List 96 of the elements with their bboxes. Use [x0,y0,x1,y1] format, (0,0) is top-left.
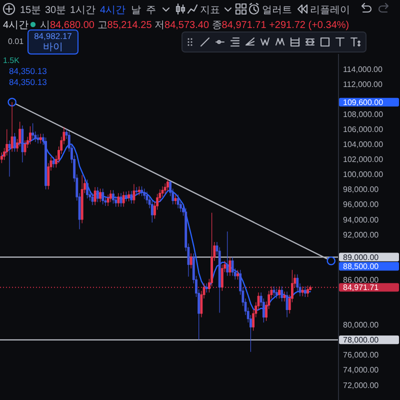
candlestick [106,194,110,206]
text: 15분 [20,5,42,16]
y-tick-label: 80,000.00 [343,320,380,330]
candlestick [161,186,164,198]
candlestick [0,152,3,164]
candlestick [128,190,130,202]
candlestick [286,291,288,318]
text: 바이 [43,42,63,53]
candlestick [130,190,133,204]
y-tick-label: 98,000.00 [343,185,380,194]
candlestick [13,132,16,152]
candlestick [99,188,102,202]
text: 리플레이 [310,5,350,16]
chart-title: 4시간 [3,20,29,31]
candlestick [132,184,136,204]
candlestick [91,192,94,206]
candlestick [176,194,180,208]
candlestick [280,286,284,302]
candlestick [231,256,234,276]
candlestick [143,188,146,200]
y-tick-label: 102,000.00 [343,155,384,164]
candlestick [122,191,125,207]
y-tick-label: 114,000.00 [343,64,383,74]
y-tick-label: 112,000.00 [343,80,383,89]
y-tick-label: 86,000.00 [343,275,380,284]
text: 얼러트 [262,5,292,16]
candlestick [39,133,42,144]
y-tick-label: 100,000.00 [343,170,384,180]
candlestick [174,194,177,205]
text: 주 [146,5,156,16]
candlestick [138,186,140,196]
annotation: 1.5K [3,56,20,65]
candlestick [112,190,114,204]
candlestick [140,186,143,196]
ref-line-label: 78,000.00 [343,336,380,345]
y-tick-label: 106,000.00 [343,125,384,134]
candlestick [124,191,128,202]
candlestick [117,192,120,207]
candlestick [278,286,280,299]
candlestick [164,183,166,194]
candlestick [86,179,88,199]
text: 1시간 [70,5,96,16]
candlestick [120,192,122,207]
annotation: 84,350.13 [9,77,48,87]
text: 30분 [45,5,66,16]
y-tick-label: 104,000.00 [343,140,384,150]
text: 0.01 [8,37,24,46]
y-tick-label: 76,000.00 [343,350,380,360]
candlestick [226,231,229,276]
candlestick [102,188,104,205]
chart-subtitle: 시84,680.00 고85,214.25 저84,573.40 종84,971.71 +291.72 (+0.34%) [40,20,350,31]
candlestick [135,186,138,196]
candlestick [10,102,14,152]
ref-line-label: 84,971.71 [343,283,380,292]
candlestick [21,125,24,163]
candlestick [6,128,8,156]
candlestick [36,134,40,144]
candlestick [166,179,169,192]
candlestick [205,283,208,293]
y-tick-label: 74,000.00 [343,366,380,375]
y-tick-label: 108,000.00 [343,110,384,119]
ref-line-label: 89,000.00 [343,252,380,262]
text: 지표 [200,5,220,16]
y-tick-label: 94,000.00 [343,215,380,224]
candlestick [275,288,278,299]
candlestick [283,291,286,302]
candlestick [94,186,96,206]
candlestick [220,264,224,292]
candlestick [8,140,11,177]
candlestick [306,285,309,298]
candlestick [146,191,148,204]
text: 84,982.17 [34,31,72,41]
y-tick-label: 72,000.00 [343,380,380,390]
y-tick-label: 96,000.00 [343,200,380,210]
text: 88,500.00 [343,262,380,272]
candlestick [150,200,154,223]
candlestick [52,156,55,168]
candlestick [109,190,112,202]
candlestick [272,286,276,296]
candlestick [228,256,232,276]
candlestick [304,286,306,298]
candlestick [32,122,34,140]
candlestick [29,126,32,145]
candlestick [24,140,26,156]
candlestick [96,186,99,202]
candlestick [236,270,239,280]
text: 날 [131,5,141,16]
y-tick-label: 92,000.00 [343,230,380,240]
text: 109,600.00 [343,98,384,107]
candlestick [301,286,304,296]
text: 4시간 [100,5,126,16]
candlestick [190,253,192,269]
candlestick [44,137,47,190]
candlestick [80,174,84,224]
annotation: 84,350.13 [9,66,48,76]
line-series [1,138,311,312]
